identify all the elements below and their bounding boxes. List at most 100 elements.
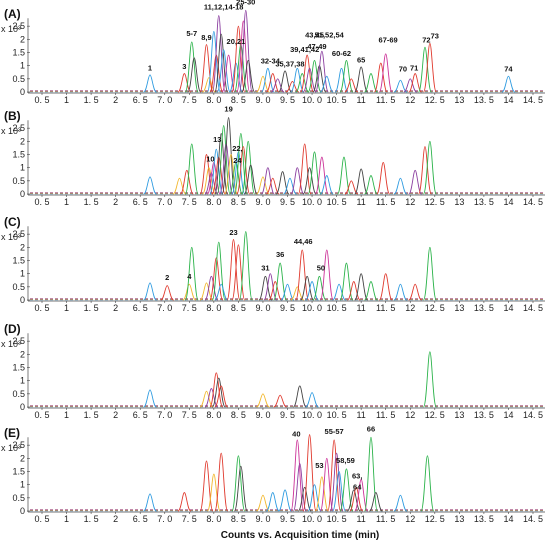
peak-annotation: 4 [187, 272, 192, 281]
y-tick-label: 2.5 [12, 21, 25, 31]
y-tick-label: 2.5 [12, 440, 25, 450]
y-tick-label: 1.5 [12, 150, 25, 160]
chromatogram-peak [207, 473, 221, 512]
peak-annotation: 35,37,38 [275, 59, 304, 68]
x-tick-label: 10. 5 [327, 197, 347, 207]
y-tick-label: 1.5 [12, 256, 25, 266]
y-tick-label: 1.5 [12, 48, 25, 58]
peak-annotation: 24 [233, 156, 242, 165]
chromatogram-peak [243, 164, 258, 195]
chromatogram-peak [305, 392, 319, 408]
chromatogram-peak [280, 283, 295, 301]
chromatogram-peak [354, 273, 368, 301]
chromatogram-peak [320, 75, 334, 93]
chromatogram-peak [376, 161, 391, 195]
x-tick-label: 1. 5 [84, 410, 99, 420]
x-tick-label: 13 [454, 514, 464, 524]
chromatogram-peak [320, 175, 334, 195]
x-tick-label: 13. 5 [474, 303, 494, 313]
chromatogram-peak [312, 275, 327, 301]
x-tick-label: 11 [356, 95, 365, 105]
x-tick-label: 8. 5 [231, 514, 246, 524]
peak-annotation: 20,21 [227, 37, 246, 46]
chromatogram-peak [278, 489, 292, 512]
x-tick-label: 14 [503, 197, 513, 207]
x-tick-label: 7. 0 [157, 303, 172, 313]
chromatogram-peak [182, 283, 196, 301]
chromatogram-peak [378, 53, 393, 93]
chromatogram-peak [226, 238, 241, 301]
chromatogram-peak [297, 486, 312, 512]
x-tick-label: 10. 5 [327, 95, 347, 105]
x-tick-label: 8. 5 [231, 303, 246, 313]
x-tick-label: 11. 5 [376, 303, 395, 313]
chromatogram-peak [295, 73, 309, 93]
y-tick-label: 2.5 [12, 229, 25, 239]
peak-annotation: 1 [148, 63, 152, 72]
chromatogram-peak [143, 282, 157, 301]
chromatogram-peak [423, 246, 437, 301]
x-tick-label: 11 [356, 303, 365, 313]
y-tick-label: 1 [20, 376, 25, 386]
peak-annotation: 32-34 [261, 57, 281, 66]
chromatogram-peak [283, 177, 297, 195]
y-exponent-label: x 10³ [1, 126, 21, 136]
x-tick-label: 0. 5 [34, 303, 49, 313]
chromatogram-peak [214, 385, 229, 408]
x-tick-label: 7. 0 [157, 514, 172, 524]
x-tick-label: 8. 0 [206, 303, 221, 313]
chromatogram-peak [354, 478, 368, 512]
chromatogram-peak [266, 73, 280, 93]
x-tick-label: 10. 5 [327, 514, 347, 524]
peak-annotation: 2 [165, 273, 169, 282]
chromatogram-peak [209, 148, 224, 195]
x-tick-label: 11 [356, 410, 365, 420]
chromatogram-peak [224, 154, 238, 195]
peak-annotation: 58,59 [336, 456, 355, 465]
peak-annotation: 39,41,42 [290, 45, 319, 54]
x-tick-label: 6. 5 [133, 410, 148, 420]
chromatogram-peak [234, 132, 248, 195]
x-tick-label: 8. 5 [231, 197, 246, 207]
x-tick-label: 6. 5 [133, 514, 148, 524]
peak-annotation: 63, [352, 472, 362, 481]
peak-annotation: 64 [353, 482, 362, 491]
x-tick-label: 14. 5 [523, 95, 543, 105]
chromatogram-peak [423, 42, 437, 93]
panel-label: (A) [4, 7, 21, 21]
peak-annotation: 70 [399, 65, 407, 74]
peak-annotation: 44,46 [294, 237, 313, 246]
x-tick-label: 10. 5 [327, 410, 347, 420]
x-tick-label: 9. 5 [280, 95, 295, 105]
chromatogram-peak [143, 493, 157, 512]
panel-label: (B) [4, 109, 21, 123]
chromatogram-peak [327, 439, 341, 512]
x-tick-label: 10. 0 [302, 303, 322, 313]
x-tick-label: 8. 5 [231, 410, 246, 420]
chromatogram-peak [278, 70, 292, 93]
chromatogram-peak [354, 168, 368, 195]
x-tick-label: 2 [113, 514, 118, 524]
chromatogram-peak [369, 492, 383, 512]
chromatogram-peak [199, 460, 214, 512]
chromatogram-peak [209, 372, 224, 408]
x-tick-label: 13. 5 [474, 197, 494, 207]
x-tick-label: 0. 5 [34, 410, 49, 420]
chromatogram-peak [216, 49, 231, 93]
chromatogram-peak [238, 9, 253, 93]
y-tick-label: 0.5 [12, 493, 25, 503]
x-tick-label: 12. 5 [425, 197, 445, 207]
peak-annotation: 13 [213, 135, 221, 144]
chromatogram-peak [268, 281, 282, 301]
chromatogram-peak [177, 73, 192, 93]
chromatogram-peak [236, 20, 251, 93]
chromatogram-peak [315, 476, 329, 512]
x-tick-label: 2 [113, 95, 118, 105]
chromatogram-peak [214, 452, 229, 512]
chromatogram-peak [364, 436, 378, 512]
chromatogram-peak [184, 41, 199, 93]
x-tick-label: 9. 5 [280, 514, 295, 524]
